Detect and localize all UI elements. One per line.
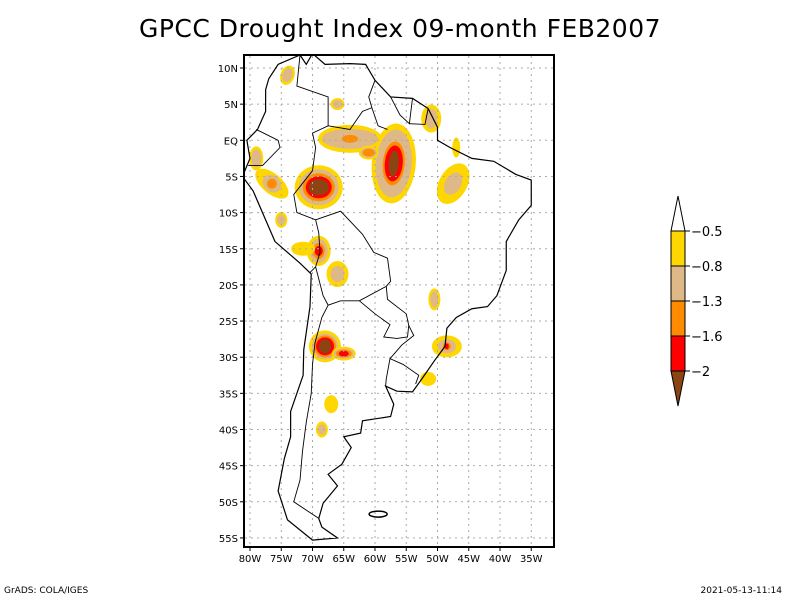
drought-region [452,137,461,158]
y-tick-label: 35S [219,389,238,400]
footer-credit: GrADS: COLA/IGES [4,586,89,596]
y-tick-label: 25S [219,317,238,328]
country-border [248,129,281,167]
drought-region [430,291,439,308]
coastline [244,55,532,541]
coastlines [244,55,532,541]
map-title: GPCC Drought Index 09-month FEB2007 [138,14,662,43]
colorbar-segment [670,265,686,302]
x-tick-label: 35W [520,554,543,565]
drought-region [319,339,331,354]
y-tick-label: 30S [219,353,238,364]
country-border [293,304,329,519]
y-tick-label: 10N [218,64,238,75]
colorbar-lower-arrow [670,370,686,407]
footer-timestamp: 2021-05-13-11:14 [700,586,783,596]
colorbar-label: −0.8 [691,260,723,275]
drought-region [338,350,349,357]
colorbar-label: −2 [691,365,710,380]
drought-region [251,149,262,168]
falkland-islands [368,510,388,518]
y-tick-label: 5S [225,172,238,183]
y-tick-label: 5N [224,100,238,111]
y-axis: 10N 5N EQ 5S 10S 15S 20S 25S 30S 35S 40S 45S 50S 55S [218,64,244,545]
country-border [293,170,321,273]
country-border [385,358,420,387]
x-tick-label: 70W [301,554,324,565]
drought-region [332,100,343,109]
y-tick-label: 55S [219,534,238,545]
plot-frame [243,54,555,548]
y-tick-label: 10S [219,209,238,220]
y-tick-label: 20S [219,281,238,292]
x-axis: 80W 75W 70W 65W 60W 55W 50W 45W 40W 35W [239,547,543,565]
drought-region [291,241,316,256]
y-tick-label: EQ [224,136,238,147]
x-tick-label: 60W [364,554,387,565]
drought-region [443,172,463,195]
drought-region [324,395,339,414]
drought-region [308,179,329,196]
y-tick-label: 15S [219,245,238,256]
y-tick-label: 40S [219,426,238,437]
drought-region [444,343,449,350]
country-border [315,210,392,306]
drought-shading [249,65,470,438]
x-tick-label: 50W [426,554,449,565]
country-border [368,80,388,130]
country-border [328,107,373,130]
colorbar-segment [670,300,686,337]
drought-region [314,245,323,256]
country-border [409,108,429,125]
x-tick-label: 80W [239,554,262,565]
country-border [359,286,410,339]
x-tick-label: 55W [395,554,418,565]
drought-region [330,266,345,283]
colorbar-label: −0.5 [691,225,723,240]
drought-region [282,68,293,83]
drought-region [266,178,277,189]
colorbar-label: −1.6 [691,330,723,345]
drought-region [425,108,438,129]
drought-region [362,148,375,157]
country-border [390,96,413,125]
x-tick-label: 75W [270,554,293,565]
drought-region [342,134,358,143]
colorbar: −0.5 −0.8 −1.3 −1.6 −2 [670,195,723,407]
drought-region [317,424,326,435]
x-tick-label: 40W [489,554,512,565]
colorbar-segment [670,335,686,372]
x-tick-label: 65W [332,554,355,565]
colorbar-upper-arrow [670,195,686,232]
grid-lines [245,56,553,546]
colorbar-segment [670,230,686,267]
y-tick-label: 50S [219,498,238,509]
drought-region [388,150,399,177]
country-border [389,325,415,359]
colorbar-label: −1.3 [691,295,723,310]
y-tick-label: 45S [219,462,238,473]
x-tick-label: 45W [457,554,480,565]
